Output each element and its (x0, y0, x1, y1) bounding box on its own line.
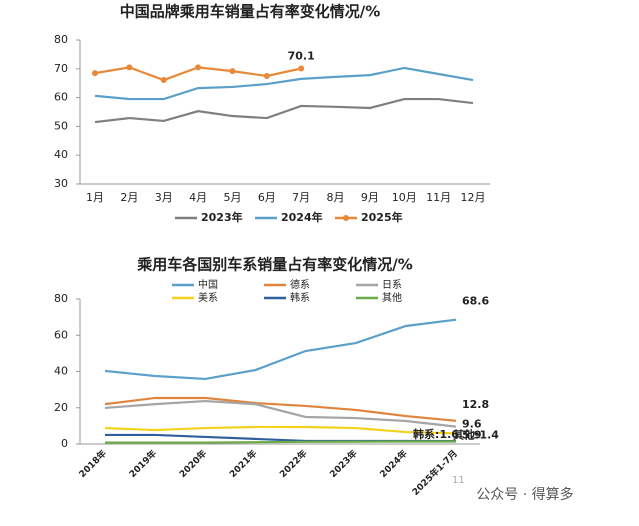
point (126, 64, 133, 71)
legend-label: 中国 (198, 278, 218, 291)
point (195, 64, 202, 71)
y-tick-label: 30 (54, 177, 68, 190)
x-tick-label: 2025年1-7月 (409, 447, 459, 497)
y-tick-label: 60 (54, 328, 68, 341)
point (298, 65, 305, 72)
chart-title: 乘用车各国别车系销量占有率变化情况/% (136, 256, 413, 274)
legend-label: 其他 (382, 291, 402, 304)
chart-title: 中国品牌乘用车销量占有率变化情况/% (120, 3, 381, 21)
legend-label: 2025年 (361, 210, 403, 224)
x-tick-label: 6月 (258, 191, 276, 204)
x-tick-label: 8月 (327, 191, 345, 204)
point (92, 70, 98, 77)
watermark: 公众号 · 得算多 (476, 486, 573, 503)
x-tick-label: 2023年 (327, 447, 360, 480)
x-tick-label: 2021年 (227, 447, 260, 480)
series-line (105, 440, 456, 444)
series-line (104, 318, 457, 381)
series-line (94, 66, 474, 101)
series-line (104, 396, 457, 422)
x-tick-label: 2月 (120, 191, 138, 204)
x-tick-label: 2024年 (377, 447, 410, 480)
x-tick-label: 11月 (426, 191, 451, 204)
x-tick-label: 2020年 (177, 447, 210, 480)
legend-label: 德系 (290, 278, 310, 291)
data-label: 韩系:1.6 (413, 427, 459, 441)
legend-label: 2024年 (281, 210, 323, 224)
series-line (94, 97, 474, 124)
y-tick-label: 60 (54, 91, 68, 104)
data-label: 70.1 (288, 50, 315, 63)
legend-label: 日系 (382, 279, 402, 291)
page-number: 11 (452, 475, 465, 486)
x-tick-label: 2019年 (126, 447, 159, 480)
x-tick-label: 2022年 (277, 447, 310, 480)
point (229, 68, 236, 75)
series-line (105, 433, 457, 443)
y-tick-label: 80 (54, 292, 68, 305)
series-line (104, 425, 457, 435)
y-tick-label: 50 (54, 119, 68, 132)
data-label: 12.8 (462, 398, 489, 411)
legend-marker (343, 215, 349, 221)
point (160, 77, 167, 84)
data-label: 5.9 (462, 428, 482, 441)
point (263, 73, 270, 79)
legend-label: 美系 (198, 291, 218, 304)
y-tick-label: 70 (54, 62, 68, 75)
x-tick-label: 4月 (189, 191, 207, 204)
y-tick-label: 40 (54, 148, 68, 161)
y-tick-label: 20 (54, 401, 68, 414)
data-label: 9.6 (462, 418, 482, 431)
y-tick-label: 40 (54, 365, 68, 378)
legend-label: 韩系 (290, 291, 310, 304)
x-tick-label: 9月 (361, 191, 379, 204)
legend-label: 2023年 (201, 210, 243, 224)
x-tick-label: 10月 (392, 191, 417, 204)
y-tick-label: 80 (54, 33, 68, 46)
x-tick-label: 1月 (86, 191, 104, 204)
x-tick-label: 5月 (223, 191, 241, 204)
x-tick-label: 7月 (292, 191, 310, 204)
series-line (104, 399, 457, 428)
x-tick-label: 12月 (461, 191, 486, 204)
x-tick-label: 3月 (155, 191, 173, 204)
x-tick-label: 2018年 (76, 447, 109, 480)
data-label: 其他:1.4 (453, 427, 499, 441)
y-tick-label: 0 (61, 437, 68, 450)
data-label: 68.6 (462, 295, 489, 308)
